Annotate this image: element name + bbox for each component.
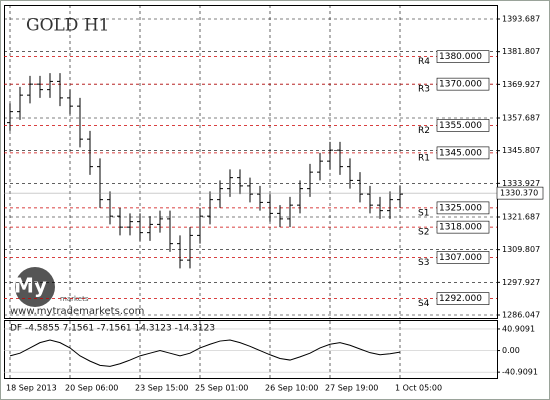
y-tick-label: 1381.807 [502, 47, 540, 56]
y-tick-label: 1333.927 [502, 179, 540, 188]
y-tick-label: 0.00 [502, 346, 520, 355]
indicator-panel [4, 320, 498, 379]
level-box [436, 251, 490, 264]
x-tick-label: 23 Sep 15:00 [135, 384, 188, 393]
x-tick-label: 20 Sep 06:00 [65, 384, 118, 393]
level-box [436, 220, 490, 234]
indicator-label: DF -4.5855 7.1561 -7.1561 14.3123 -14.31… [10, 324, 215, 334]
y-tick-label: -40.9091 [502, 368, 538, 377]
level-label: 1292.000 [439, 294, 482, 304]
level-label: 1318.000 [439, 223, 482, 233]
y-tick-label: 40.9091 [502, 324, 535, 333]
level-label: 1380.000 [439, 52, 482, 62]
logo-sub: markets [60, 295, 89, 303]
y-tick-label: 1393.687 [502, 15, 540, 24]
x-tick-label: 25 Sep 01:00 [195, 384, 248, 393]
level-label: 1325.000 [439, 203, 482, 213]
level-label: 1355.000 [439, 121, 482, 131]
level-name: S4 [418, 299, 430, 309]
logo-circle [15, 267, 55, 307]
level-label: 1307.000 [439, 253, 482, 263]
level-box [436, 201, 490, 215]
level-name: R2 [418, 126, 430, 136]
level-box [436, 119, 490, 132]
level-box [436, 50, 490, 63]
level-box [436, 146, 490, 160]
x-tick-label: 18 Sep 2013 [6, 384, 57, 393]
y-tick-label: 1369.927 [502, 80, 540, 89]
level-box [436, 292, 490, 305]
y-tick-label: 1357.687 [502, 114, 540, 123]
x-tick-label: 27 Sep 19:00 [325, 384, 378, 393]
y-tick-label: 1309.807 [502, 245, 540, 254]
main-panel [4, 5, 498, 319]
current-price-label: 1330.370 [500, 189, 538, 198]
x-tick-label: 1 Oct 05:00 [395, 384, 442, 393]
chart-title: GOLD H1 [26, 16, 109, 36]
y-tick-label: 1345.807 [502, 146, 540, 155]
current-price-box [496, 186, 544, 200]
y-tick-label: 1286.047 [502, 311, 540, 320]
level-box [436, 77, 490, 91]
level-name: R1 [418, 153, 430, 163]
indicator-line [9, 339, 401, 367]
y-tick-label: 1321.687 [502, 213, 540, 222]
y-tick-label: 1297.927 [502, 278, 540, 287]
x-tick-label: 26 Sep 10:00 [265, 384, 318, 393]
level-name: S2 [418, 228, 429, 238]
level-label: 1370.000 [439, 80, 482, 90]
watermark-url: www.mytrademarkets.com [10, 306, 144, 317]
level-name: R4 [418, 57, 430, 67]
level-name: S1 [418, 208, 429, 218]
level-name: R3 [418, 85, 430, 95]
level-name: S3 [418, 258, 429, 268]
level-label: 1345.000 [439, 148, 482, 158]
logo-brand: My Trade [14, 274, 117, 298]
